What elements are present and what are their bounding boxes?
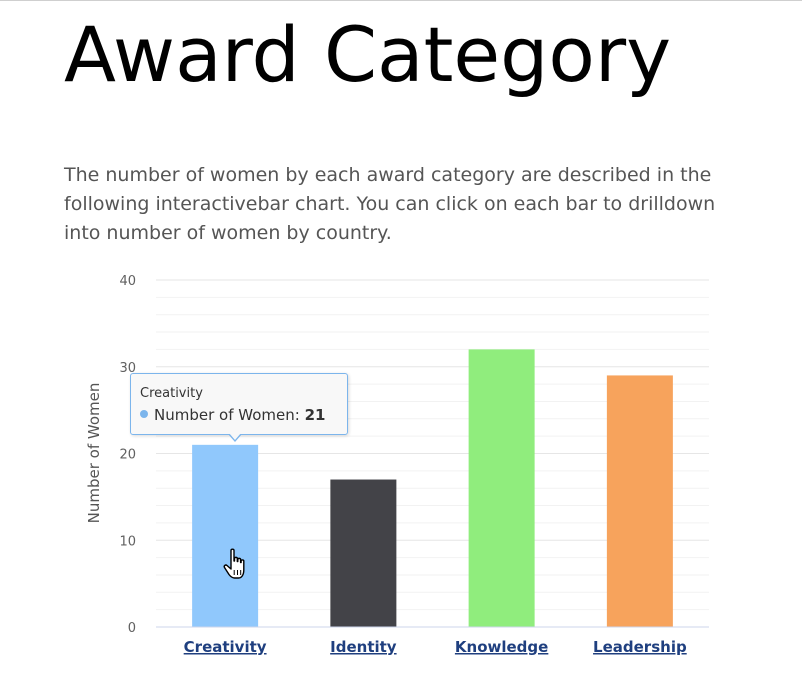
tooltip-series-label: Number of Women: [154, 406, 305, 424]
chart-tooltip: Creativity Number of Women: 21 [130, 373, 348, 435]
page-title: Award Category [64, 10, 672, 99]
y-tick-label: 10 [119, 534, 136, 549]
category-link-identity[interactable]: Identity [330, 638, 397, 656]
x-axis-category-labels: Creativity Identity Knowledge Leadership [184, 638, 687, 656]
category-link-creativity[interactable]: Creativity [184, 638, 267, 656]
bar-knowledge[interactable] [468, 349, 535, 627]
tooltip-pointer-fill [229, 433, 241, 440]
bar-leadership[interactable] [606, 375, 673, 627]
y-axis-tick-labels: 0 10 20 30 40 [119, 274, 136, 636]
y-tick-label: 30 [119, 361, 136, 376]
tooltip-series-row: Number of Women: 21 [140, 406, 325, 424]
y-axis-label: Number of Women [85, 383, 103, 524]
chart-description: The number of women by each award catego… [64, 164, 716, 244]
y-tick-label: 0 [128, 621, 136, 636]
y-tick-label: 20 [119, 448, 136, 463]
tooltip-category: Creativity [140, 386, 203, 401]
category-link-leadership[interactable]: Leadership [593, 638, 687, 656]
hand-pointer-icon [223, 548, 245, 579]
bar-identity[interactable] [330, 479, 397, 627]
category-link-knowledge[interactable]: Knowledge [455, 638, 548, 656]
bar-creativity[interactable] [192, 444, 259, 627]
y-tick-label: 40 [119, 274, 136, 289]
series-color-dot [140, 410, 148, 418]
tooltip-value: 21 [304, 406, 326, 424]
bars [192, 349, 673, 627]
